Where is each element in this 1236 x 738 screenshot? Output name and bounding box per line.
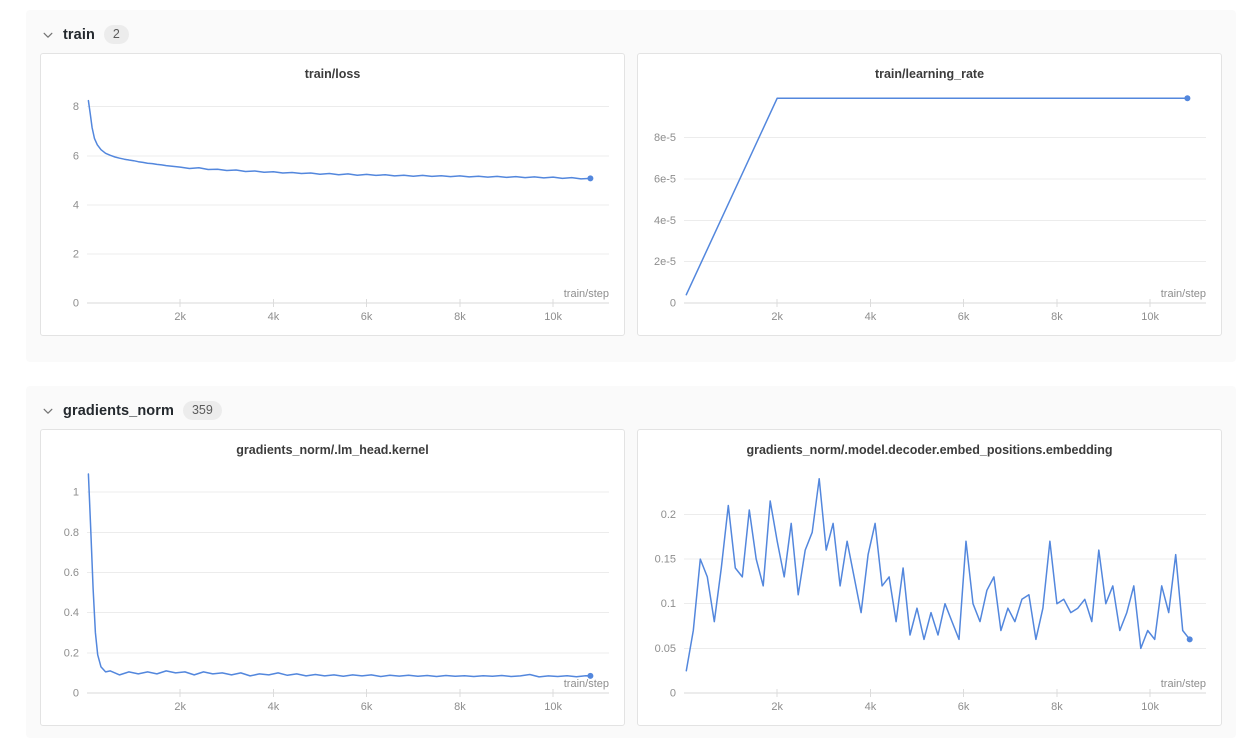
y-tick-label: 8 — [73, 101, 79, 113]
y-tick-label: 0.6 — [64, 567, 79, 579]
x-tick-label: 4k — [268, 311, 280, 323]
x-tick-label: 2k — [174, 701, 186, 713]
series-line — [87, 99, 592, 180]
section-title: gradients_norm — [63, 402, 174, 419]
y-tick-label: 0 — [670, 688, 676, 700]
series-endpoint-marker — [1184, 95, 1191, 102]
x-tick-label: 8k — [454, 701, 466, 713]
chart-title: gradients_norm/.lm_head.kernel — [236, 443, 429, 457]
y-tick-label: 0 — [73, 688, 79, 700]
x-tick-label: 6k — [958, 311, 970, 323]
chevron-down-icon[interactable] — [42, 29, 54, 41]
series-line — [685, 477, 1191, 672]
section-header-train[interactable]: train 2 — [40, 10, 1222, 53]
x-tick-label: 10k — [1141, 701, 1159, 713]
x-tick-label: 6k — [361, 701, 373, 713]
chart-card-train-learning-rate[interactable]: train/learning_rate 0 2e-5 4e-5 6e-5 8e-5 2k 4… — [637, 53, 1222, 336]
y-tick-label: 0.4 — [64, 607, 79, 619]
section-header-gradients-norm[interactable]: gradients_norm 359 — [40, 386, 1222, 429]
series-endpoint-marker — [1186, 636, 1193, 643]
x-axis-label: train/step — [1161, 288, 1206, 300]
y-tick-label: 0 — [73, 298, 79, 310]
chart-card-lm-head-kernel[interactable]: gradients_norm/.lm_head.kernel 0 0.2 0.4 0.… — [40, 429, 625, 726]
metrics-dashboard: train 2 train/loss 0 2 4 6 8 2k 4k 6k 8k 10k train… — [0, 10, 1236, 738]
y-tick-label: 0.8 — [64, 527, 79, 539]
x-tick-label: 8k — [1051, 311, 1063, 323]
line-chart[interactable]: 0 0.05 0.1 0.15 0.2 2k 4k 6k 8k 10k train/step — [638, 462, 1221, 723]
section-gradients-norm: gradients_norm 359 gradients_norm/.lm_he… — [26, 386, 1236, 738]
chart-title: gradients_norm/.model.decoder.embed_posi… — [746, 443, 1113, 457]
y-tick-label: 1 — [73, 487, 79, 499]
x-tick-label: 8k — [1051, 701, 1063, 713]
x-tick-label: 10k — [1141, 311, 1159, 323]
series-endpoint-marker — [587, 672, 594, 679]
line-chart[interactable]: 0 2e-5 4e-5 6e-5 8e-5 2k 4k 6k 8k 10k train/step — [638, 86, 1221, 333]
x-tick-label: 8k — [454, 311, 466, 323]
x-tick-label: 4k — [865, 701, 877, 713]
chart-title: train/loss — [304, 67, 361, 81]
y-tick-label: 2e-5 — [654, 256, 676, 268]
chart-card-embed-positions-embedding[interactable]: gradients_norm/.model.decoder.embed_posi… — [637, 429, 1222, 726]
section-train: train 2 train/loss 0 2 4 6 8 2k 4k 6k 8k 10k train… — [26, 10, 1236, 362]
section-title: train — [63, 26, 95, 43]
y-tick-label: 6 — [73, 150, 79, 162]
series-line — [87, 473, 592, 678]
section-count-badge: 359 — [182, 401, 222, 420]
section-count-badge: 2 — [103, 25, 129, 44]
x-axis-label: train/step — [564, 678, 609, 690]
x-axis-label: train/step — [1161, 678, 1206, 690]
y-tick-label: 0.1 — [661, 598, 676, 610]
y-tick-label: 2 — [73, 248, 79, 260]
y-tick-label: 0.15 — [655, 554, 676, 566]
x-axis-label: train/step — [564, 288, 609, 300]
y-tick-label: 0.05 — [655, 643, 676, 655]
chevron-down-icon[interactable] — [42, 405, 54, 417]
x-tick-label: 6k — [361, 311, 373, 323]
y-tick-label: 4e-5 — [654, 215, 676, 227]
chart-title: train/learning_rate — [874, 67, 985, 81]
line-chart[interactable]: 0 2 4 6 8 2k 4k 6k 8k 10k train/step — [41, 86, 624, 333]
x-tick-label: 2k — [771, 701, 783, 713]
y-tick-label: 0.2 — [661, 509, 676, 521]
series-endpoint-marker — [587, 175, 594, 182]
chart-card-train-loss[interactable]: train/loss 0 2 4 6 8 2k 4k 6k 8k 10k train/step — [40, 53, 625, 336]
x-tick-label: 4k — [865, 311, 877, 323]
x-tick-label: 2k — [174, 311, 186, 323]
line-chart[interactable]: 0 0.2 0.4 0.6 0.8 1 2k 4k 6k 8k 10k train/step — [41, 462, 624, 723]
x-tick-label: 10k — [544, 311, 562, 323]
y-tick-label: 6e-5 — [654, 173, 676, 185]
x-tick-label: 6k — [958, 701, 970, 713]
y-tick-label: 0 — [670, 298, 676, 310]
x-tick-label: 2k — [771, 311, 783, 323]
x-tick-label: 4k — [268, 701, 280, 713]
y-tick-label: 4 — [73, 199, 79, 211]
y-tick-label: 0.2 — [64, 647, 79, 659]
x-tick-label: 10k — [544, 701, 562, 713]
series-line — [685, 97, 1189, 296]
y-tick-label: 8e-5 — [654, 132, 676, 144]
